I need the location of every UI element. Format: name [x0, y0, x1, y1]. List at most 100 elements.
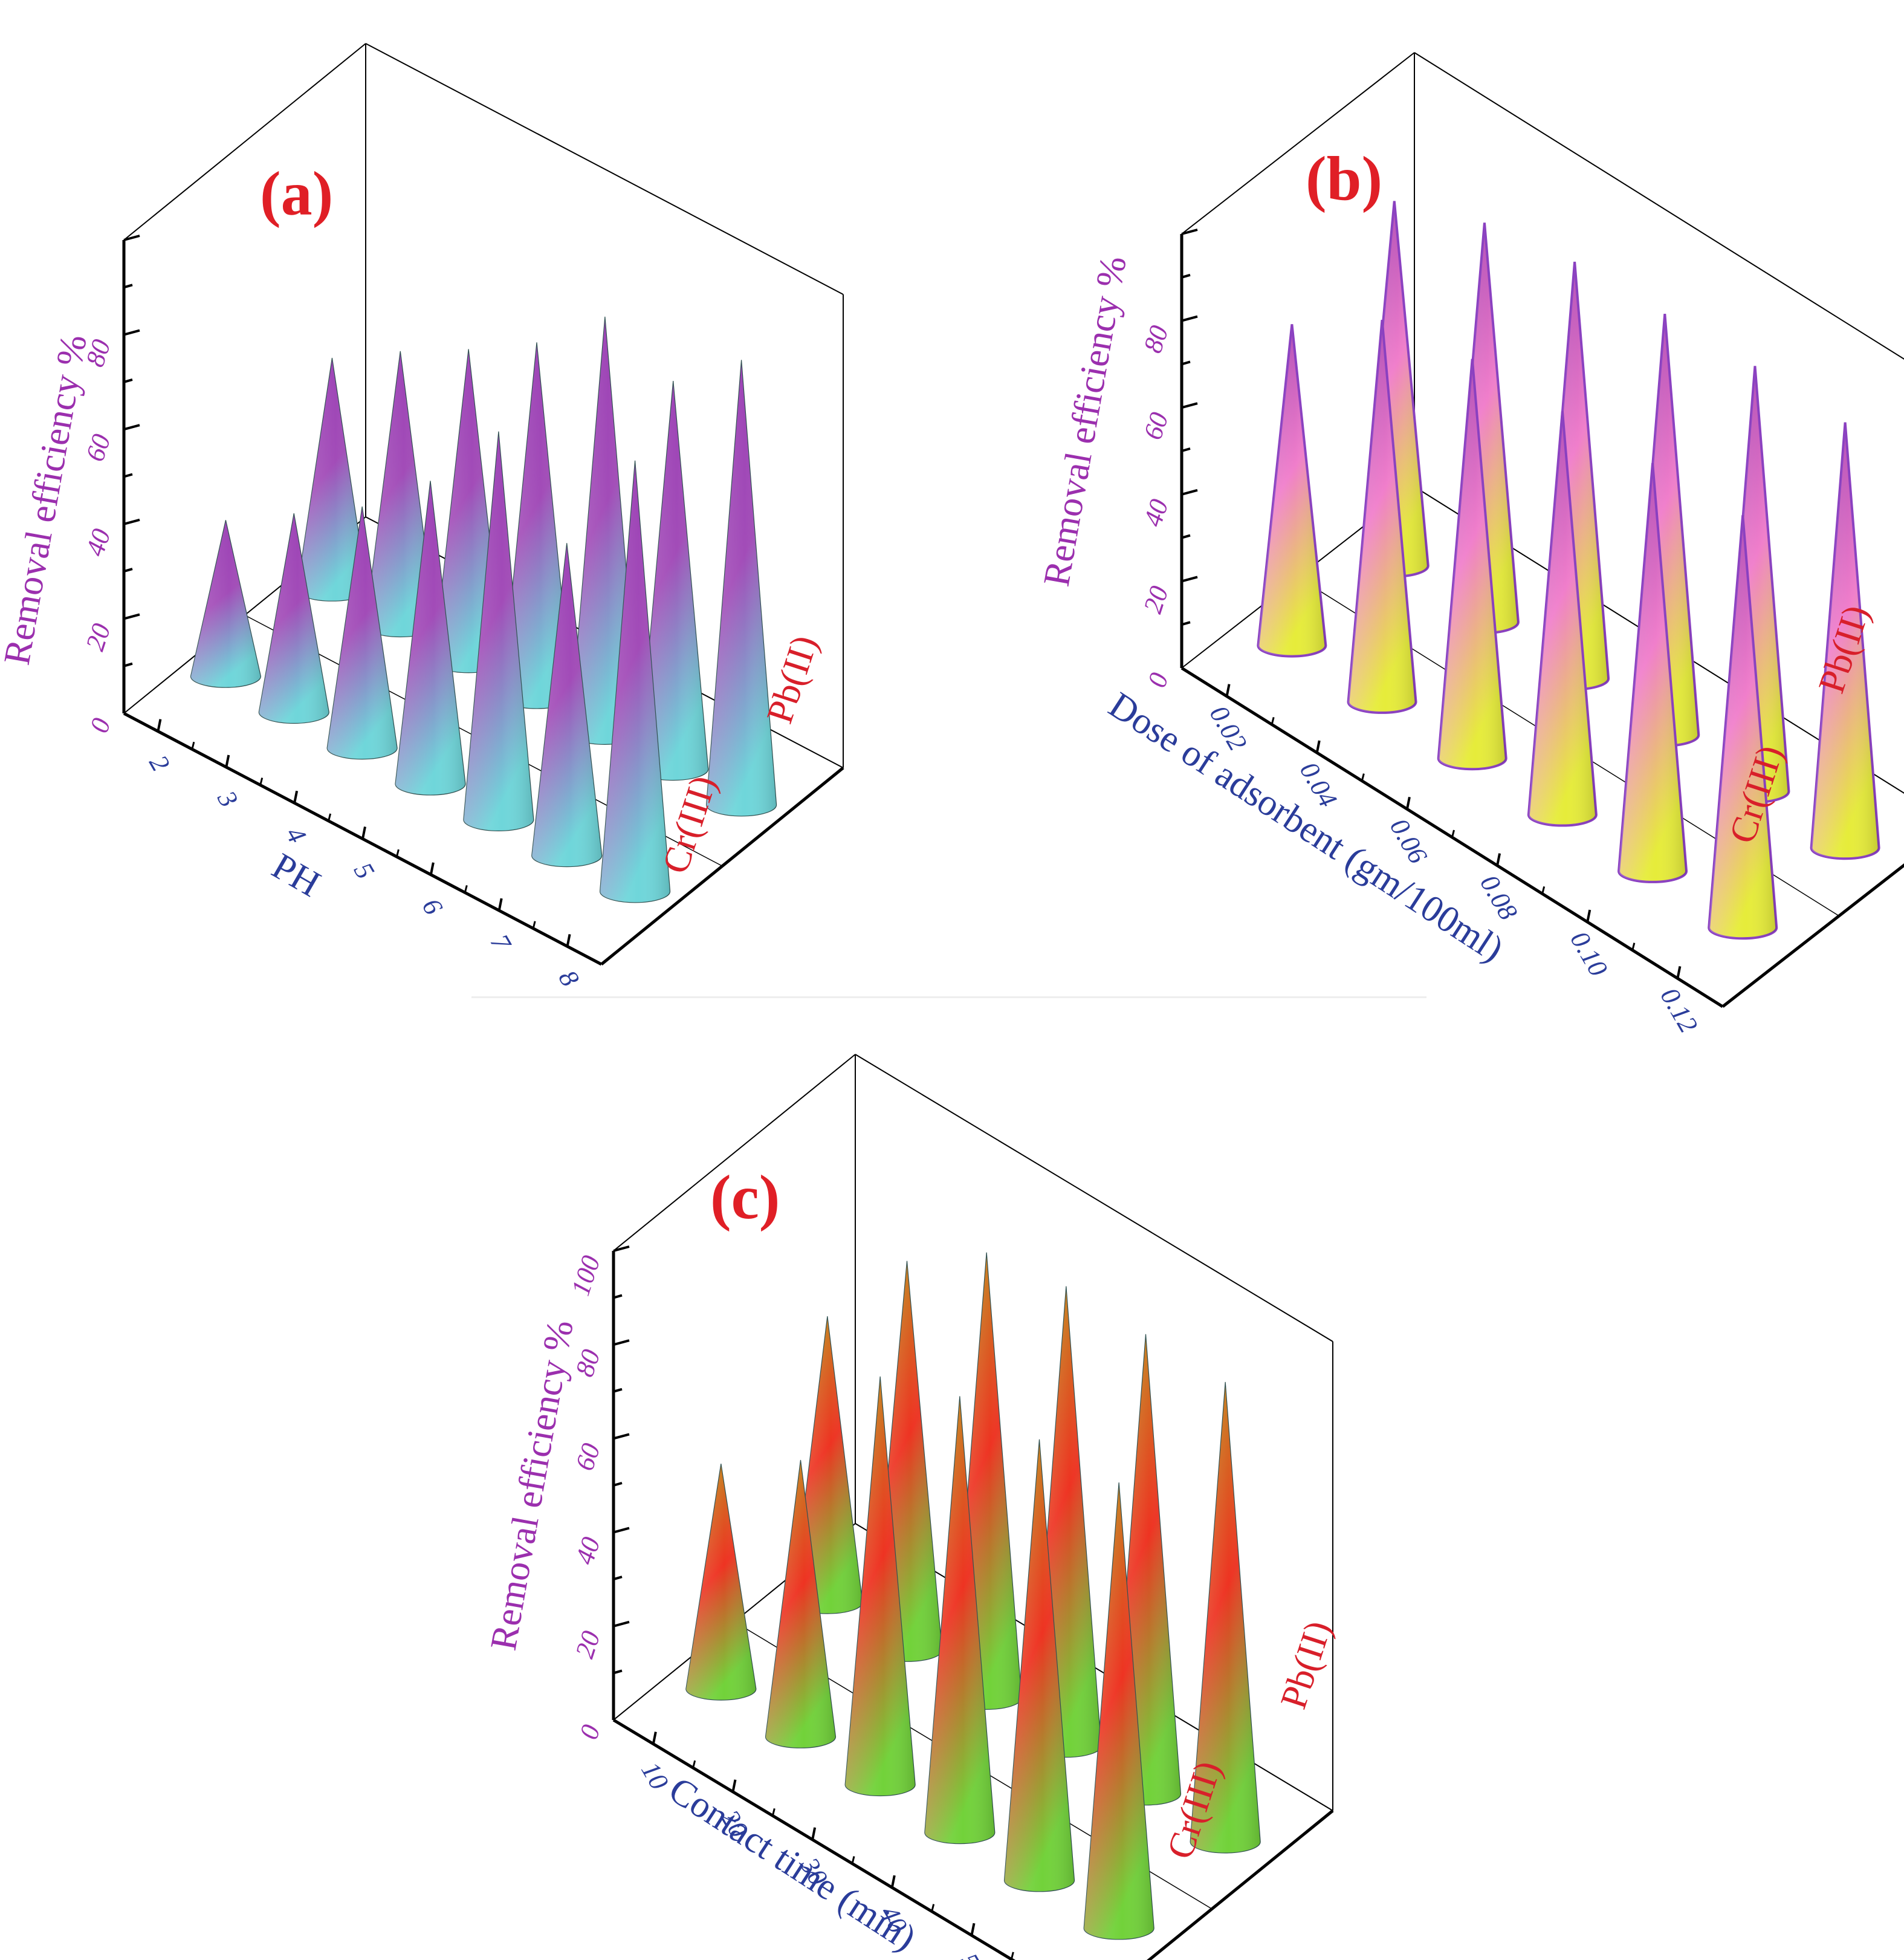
x-axis-title: PH [265, 845, 328, 905]
depth-axis [600, 767, 844, 965]
x-tick [652, 1731, 657, 1744]
x-tick [1676, 965, 1682, 979]
cone-shade [1619, 463, 1687, 882]
cone-shade [327, 506, 398, 759]
z-tick [1181, 402, 1198, 409]
x-minor-tick [692, 1760, 696, 1768]
z-tick-label: 80 [1138, 322, 1174, 357]
x-tick-label: 4 [280, 822, 312, 848]
z-minor-tick [1181, 360, 1191, 366]
cone-shade [706, 360, 777, 816]
cone-criii-0.08 [1527, 410, 1598, 827]
x-tick [1496, 853, 1501, 866]
box-edge [1414, 52, 1904, 360]
x-minor-tick [1010, 1952, 1014, 1960]
x-tick [1586, 909, 1592, 923]
cone-shade [1348, 320, 1416, 713]
z-minor-tick [613, 1482, 623, 1487]
z-minor-tick [1181, 534, 1191, 539]
x-minor-tick [1271, 716, 1275, 725]
cone-shade [1528, 410, 1596, 826]
cone-criii-5 [395, 481, 466, 796]
z-minor-tick [613, 1669, 623, 1675]
x-minor-tick [1361, 773, 1365, 782]
x-minor-tick [328, 813, 332, 822]
cone-shade [924, 1396, 995, 1844]
cone-shade [1258, 324, 1326, 657]
x-tick [157, 719, 162, 732]
z-minor-tick [1181, 621, 1191, 626]
z-tick-label: 20 [80, 620, 116, 654]
z-minor-tick [123, 284, 133, 289]
x-axis-title: Contact time (min) [662, 1769, 924, 1959]
cone-criii-2 [190, 520, 262, 688]
x-tick [429, 862, 435, 875]
cone-shade [531, 543, 602, 867]
cone-shade [463, 431, 534, 831]
cone-shade [845, 1376, 916, 1796]
x-tick [566, 933, 571, 947]
z-tick [1181, 315, 1198, 322]
z-minor-tick [613, 1575, 623, 1581]
x-minor-tick [931, 1904, 935, 1912]
cone-criii-0.06 [1437, 359, 1507, 771]
panel-label: (a) [260, 159, 333, 229]
chart-b-svg: (b)0.020.040.060.080.100.12020406080Dose… [1036, 52, 1904, 1038]
cone-shade [259, 513, 329, 724]
cone-shade [600, 460, 670, 903]
z-tick [1181, 488, 1198, 496]
series-label-pb: Pb(II) [759, 631, 826, 729]
x-tick-label: 7 [485, 929, 517, 956]
cone-shade [1438, 359, 1506, 770]
x-minor-tick [1541, 886, 1546, 894]
series-label-pb: Pb(II) [1273, 1616, 1339, 1714]
panel-label: (c) [710, 1163, 780, 1232]
z-tick [613, 1339, 630, 1346]
z-tick [123, 424, 140, 431]
z-tick [1181, 229, 1198, 235]
x-tick [811, 1827, 817, 1840]
x-tick [293, 790, 299, 803]
box-edge [613, 1054, 856, 1251]
z-tick-label: 20 [569, 1627, 606, 1662]
box-edge [365, 43, 844, 295]
x-tick-label: 5 [348, 857, 380, 884]
x-tick-label: 8 [552, 965, 584, 991]
depth-axis [1147, 1809, 1334, 1960]
x-tick-label: 50 [954, 1949, 992, 1960]
z-tick-label: 60 [1138, 409, 1174, 443]
z-axis-title: Removal efficiency % [1036, 253, 1135, 589]
x-tick [1405, 796, 1411, 810]
x-tick [497, 898, 503, 911]
x-minor-tick [191, 741, 195, 750]
x-tick-label: 3 [212, 785, 244, 812]
cone-criii-30 [844, 1376, 916, 1797]
z-minor-tick [123, 662, 133, 667]
x-minor-tick [1631, 943, 1636, 951]
z-tick [1181, 576, 1198, 583]
z-tick [123, 613, 140, 620]
z-tick [613, 1245, 630, 1252]
z-minor-tick [1181, 273, 1191, 279]
box-edge [123, 43, 366, 241]
cone-shade [638, 381, 708, 780]
x-minor-tick [771, 1808, 776, 1816]
panel-b: (b) 0.02 0.04 0.06 0.08 0.10 0.12 0 20 40 60 80 Dose… [961, 0, 1904, 1038]
cone-criii-8 [599, 460, 671, 903]
z-tick-label: 0 [574, 1721, 606, 1743]
x-tick-label: 6 [416, 894, 448, 920]
z-tick-label: 100 [566, 1252, 606, 1299]
cone-criii-40 [924, 1396, 996, 1845]
cone-pbii-8 [705, 360, 777, 817]
cone-shade [765, 1459, 836, 1748]
z-tick [123, 518, 140, 525]
x-tick [890, 1875, 896, 1888]
cone-criii-0.12 [1708, 515, 1778, 940]
z-minor-tick [123, 378, 133, 383]
cone-shade [502, 342, 572, 709]
z-tick-label: 0 [84, 715, 116, 736]
cone-shade [1004, 1439, 1075, 1892]
z-tick-label: 20 [1138, 582, 1174, 617]
box-edge [855, 1054, 1333, 1342]
